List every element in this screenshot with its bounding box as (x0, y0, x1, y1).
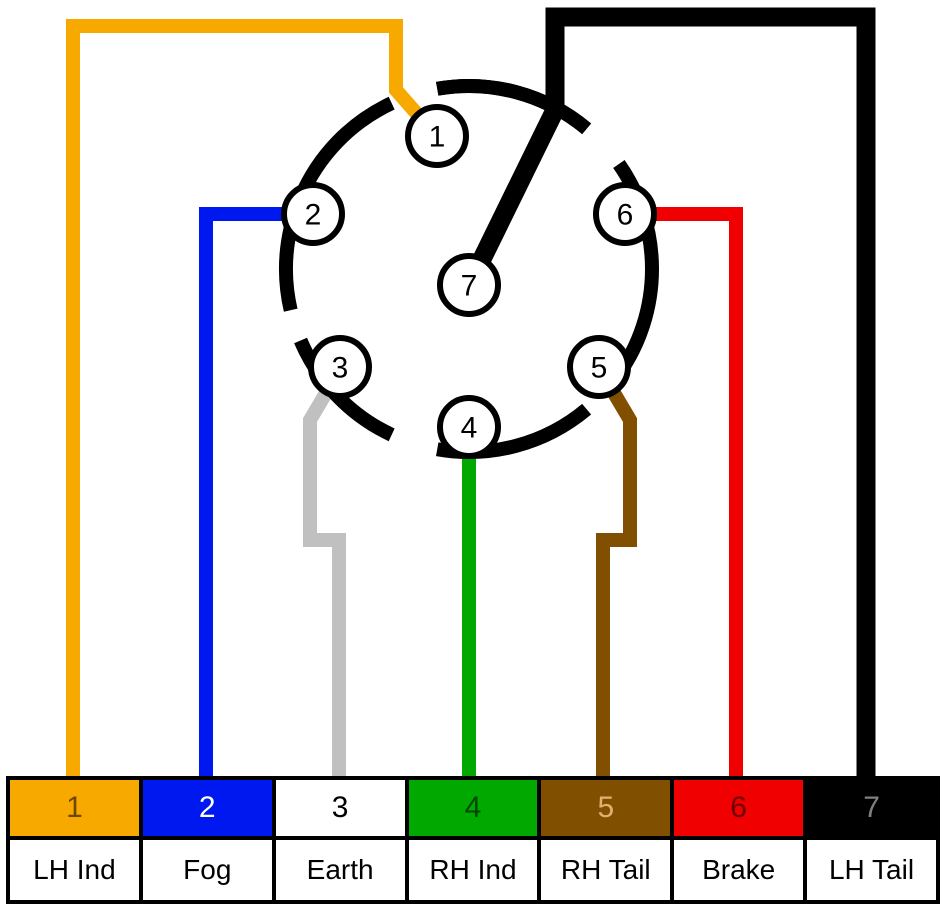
legend-num-7: 7 (805, 778, 938, 838)
pin-4-label: 4 (461, 412, 478, 445)
wire-pin-2 (206, 214, 284, 778)
legend-num-5: 5 (539, 778, 672, 838)
legend-label-3: Earth (274, 838, 407, 902)
legend-num-4: 4 (407, 778, 540, 838)
pin-6-label: 6 (617, 199, 634, 232)
connector-ring-segment (286, 228, 291, 310)
wire-pin-1 (73, 26, 418, 778)
wire-pin-3 (310, 393, 339, 778)
pin-7-label: 7 (461, 270, 478, 303)
legend-num-2: 2 (141, 778, 274, 838)
wire-pin-5 (603, 393, 630, 778)
legend-label-4: RH Ind (407, 838, 540, 902)
legend-label-2: Fog (141, 838, 274, 902)
pin-3-label: 3 (332, 352, 349, 385)
pin-2-label: 2 (305, 199, 322, 232)
pin-5-label: 5 (591, 352, 608, 385)
legend-table: 1234567 LH IndFogEarthRH IndRH TailBrake… (6, 776, 940, 904)
legend-num-1: 1 (8, 778, 141, 838)
legend-num-6: 6 (672, 778, 805, 838)
wire-pin-6 (654, 214, 736, 778)
legend-num-3: 3 (274, 778, 407, 838)
legend-label-7: LH Tail (805, 838, 938, 902)
legend-label-5: RH Tail (539, 838, 672, 902)
legend-label-6: Brake (672, 838, 805, 902)
wire-pin-7 (482, 17, 866, 778)
pin-1-label: 1 (429, 121, 446, 154)
legend-label-1: LH Ind (8, 838, 141, 902)
wiring-diagram: 1234567 (0, 0, 946, 910)
